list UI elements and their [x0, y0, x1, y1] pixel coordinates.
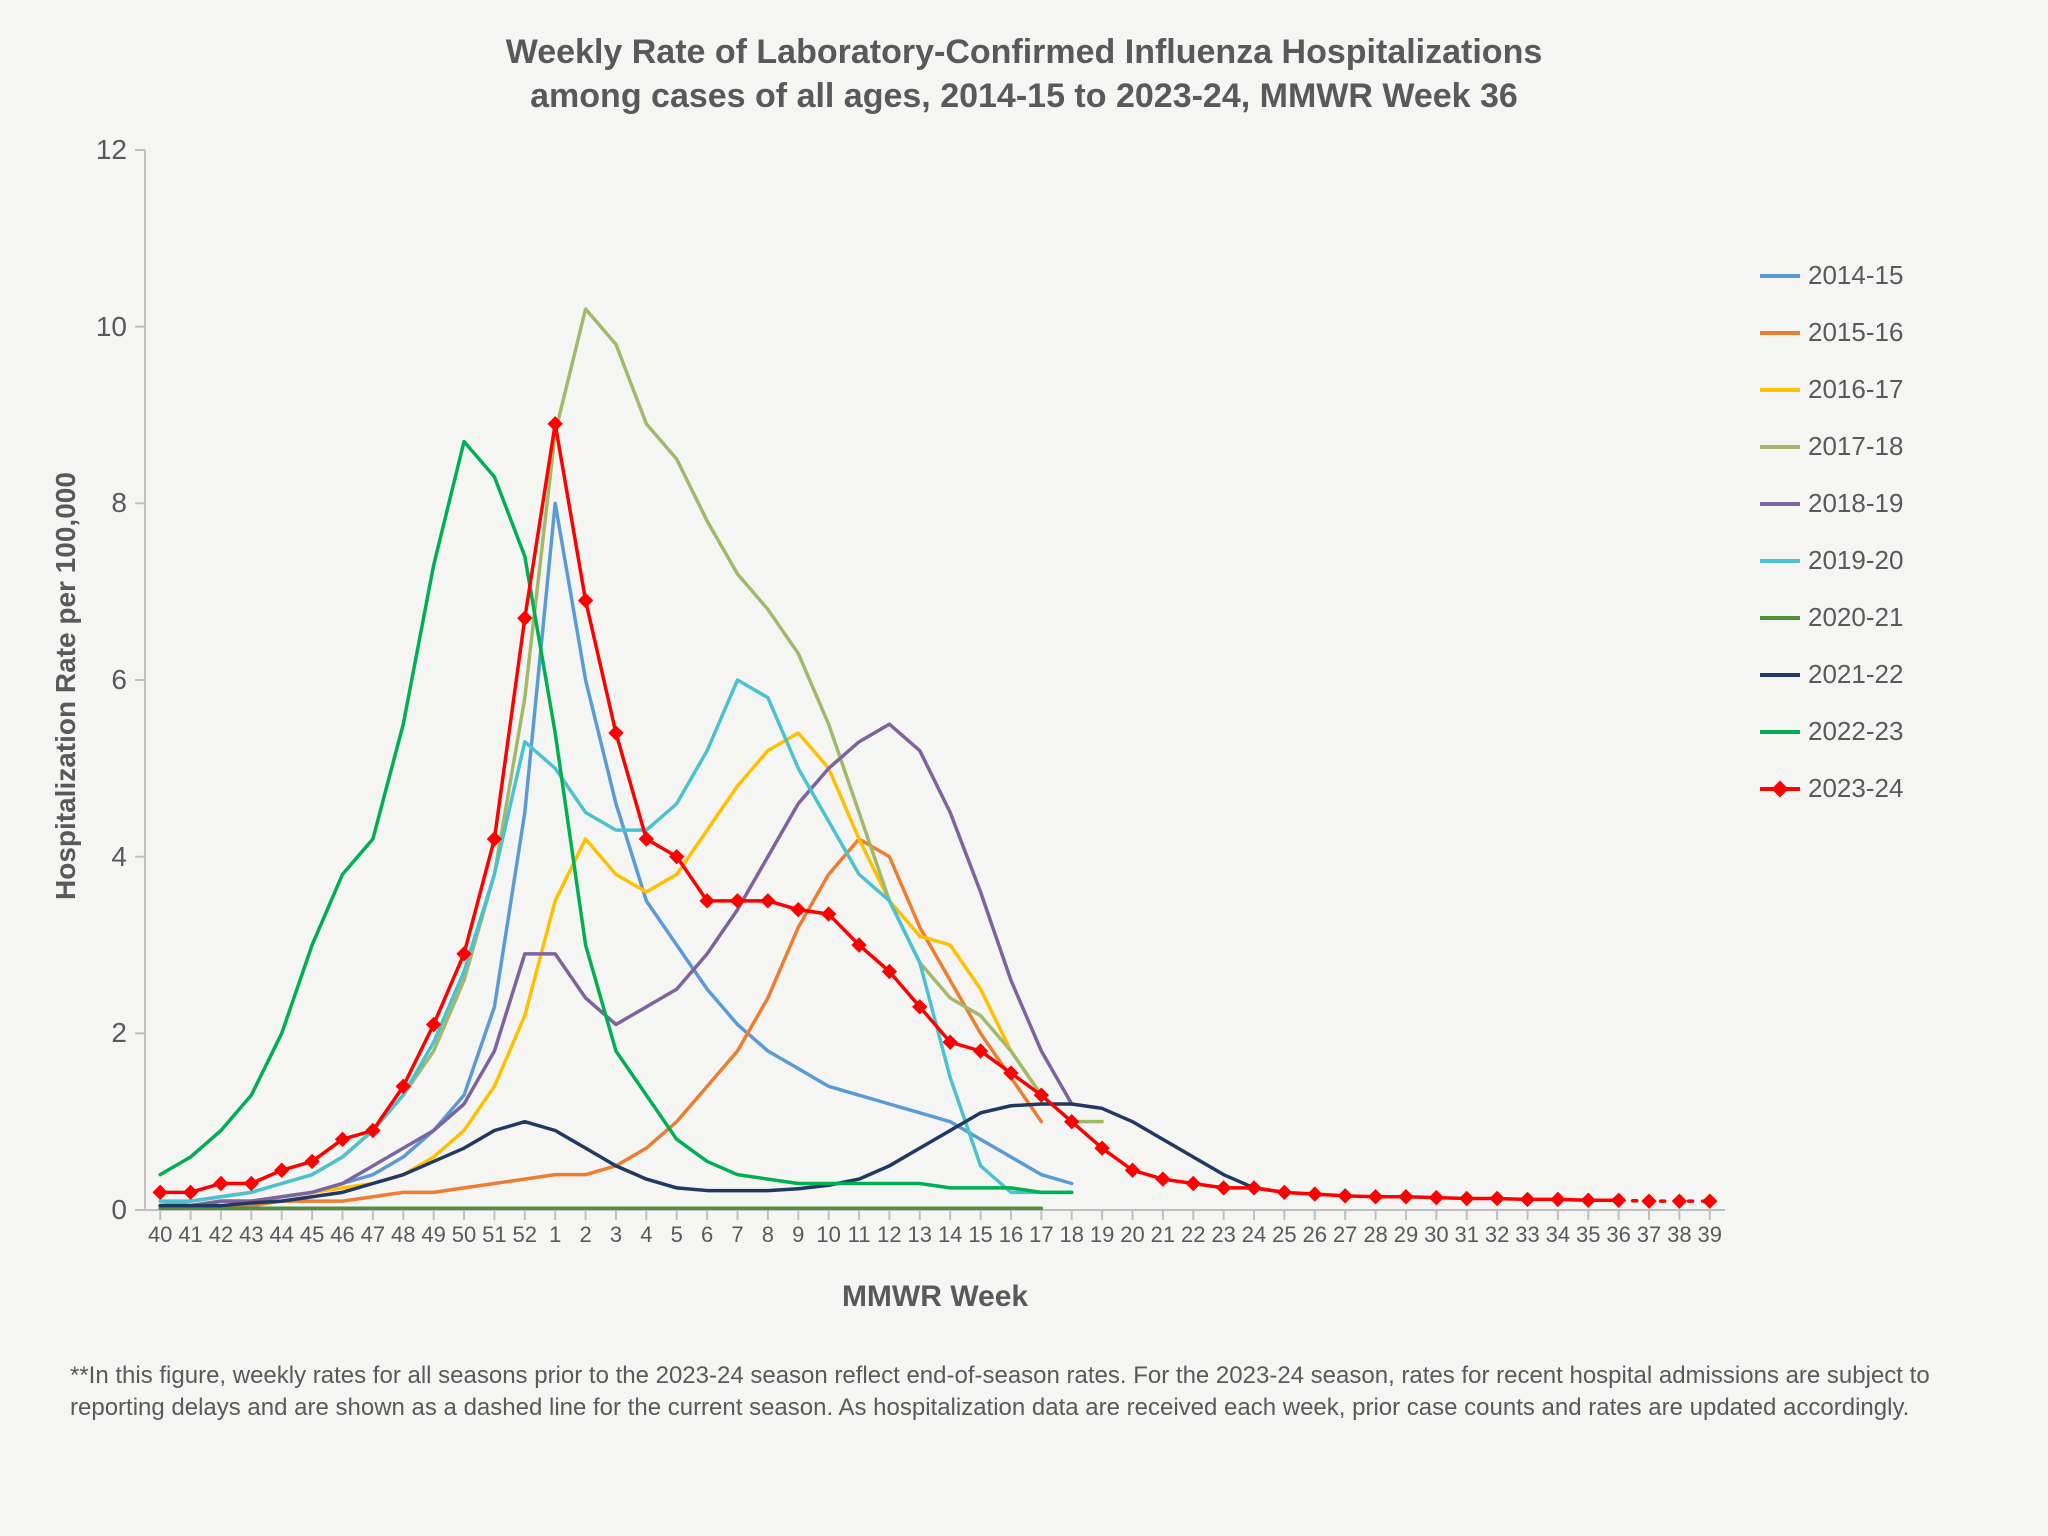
x-axis-label: MMWR Week: [0, 1280, 1870, 1314]
legend-item: 2016-17: [1760, 374, 1903, 405]
legend-item: 2017-18: [1760, 431, 1903, 462]
y-tick-label: 2: [67, 1017, 127, 1049]
x-tick-label: 18: [1055, 1222, 1089, 1248]
legend-swatch: [1760, 559, 1800, 563]
x-tick-label: 41: [174, 1222, 208, 1248]
legend-swatch: [1760, 388, 1800, 392]
legend-item: 2019-20: [1760, 545, 1903, 576]
legend-label: 2014-15: [1808, 260, 1903, 291]
x-tick-label: 23: [1207, 1222, 1241, 1248]
x-tick-label: 7: [721, 1222, 755, 1248]
x-tick-label: 51: [477, 1222, 511, 1248]
x-tick-label: 16: [994, 1222, 1028, 1248]
x-tick-label: 48: [386, 1222, 420, 1248]
legend-item: 2020-21: [1760, 602, 1903, 633]
legend-label: 2020-21: [1808, 602, 1903, 633]
legend-swatch: [1760, 673, 1800, 677]
x-tick-label: 45: [295, 1222, 329, 1248]
legend-label: 2022-23: [1808, 716, 1903, 747]
legend-swatch: [1760, 730, 1800, 734]
legend-label: 2015-16: [1808, 317, 1903, 348]
x-tick-label: 1: [538, 1222, 572, 1248]
x-tick-label: 12: [872, 1222, 906, 1248]
x-tick-label: 43: [234, 1222, 268, 1248]
legend-item: 2015-16: [1760, 317, 1903, 348]
x-tick-label: 50: [447, 1222, 481, 1248]
x-tick-label: 25: [1267, 1222, 1301, 1248]
x-tick-label: 14: [933, 1222, 967, 1248]
legend-swatch: [1760, 274, 1800, 278]
legend-swatch: [1760, 331, 1800, 335]
x-tick-label: 6: [690, 1222, 724, 1248]
legend-swatch: [1760, 616, 1800, 620]
x-tick-label: 44: [265, 1222, 299, 1248]
y-tick-label: 10: [67, 311, 127, 343]
x-tick-label: 40: [143, 1222, 177, 1248]
x-tick-label: 2: [569, 1222, 603, 1248]
x-tick-label: 29: [1389, 1222, 1423, 1248]
legend-swatch: [1760, 502, 1800, 506]
x-tick-label: 33: [1511, 1222, 1545, 1248]
legend-swatch: [1760, 787, 1800, 791]
legend-item: 2014-15: [1760, 260, 1903, 291]
x-tick-label: 27: [1328, 1222, 1362, 1248]
x-tick-label: 38: [1662, 1222, 1696, 1248]
legend-item: 2022-23: [1760, 716, 1903, 747]
x-tick-label: 52: [508, 1222, 542, 1248]
y-tick-label: 12: [67, 134, 127, 166]
x-tick-label: 24: [1237, 1222, 1271, 1248]
x-tick-label: 4: [629, 1222, 663, 1248]
legend-label: 2018-19: [1808, 488, 1903, 519]
legend-label: 2023-24: [1808, 773, 1903, 804]
x-tick-label: 49: [417, 1222, 451, 1248]
x-tick-label: 30: [1419, 1222, 1453, 1248]
x-tick-label: 46: [326, 1222, 360, 1248]
x-tick-label: 37: [1632, 1222, 1666, 1248]
legend-label: 2017-18: [1808, 431, 1903, 462]
x-tick-label: 13: [903, 1222, 937, 1248]
x-tick-label: 20: [1116, 1222, 1150, 1248]
x-tick-label: 22: [1176, 1222, 1210, 1248]
x-tick-label: 8: [751, 1222, 785, 1248]
x-tick-label: 36: [1602, 1222, 1636, 1248]
x-tick-label: 39: [1693, 1222, 1727, 1248]
chart-container: Weekly Rate of Laboratory-Confirmed Infl…: [0, 0, 2048, 1536]
y-axis-label: Hospitalization Rate per 100,000: [50, 472, 82, 900]
legend-label: 2019-20: [1808, 545, 1903, 576]
footnote: **In this figure, weekly rates for all s…: [70, 1360, 1970, 1425]
x-tick-label: 5: [660, 1222, 694, 1248]
x-tick-label: 34: [1541, 1222, 1575, 1248]
x-tick-label: 3: [599, 1222, 633, 1248]
legend-swatch: [1760, 445, 1800, 449]
x-tick-label: 11: [842, 1222, 876, 1248]
x-tick-label: 28: [1359, 1222, 1393, 1248]
x-tick-label: 31: [1450, 1222, 1484, 1248]
x-tick-label: 47: [356, 1222, 390, 1248]
x-tick-label: 10: [812, 1222, 846, 1248]
x-tick-label: 19: [1085, 1222, 1119, 1248]
y-tick-label: 0: [67, 1194, 127, 1226]
legend-label: 2016-17: [1808, 374, 1903, 405]
x-tick-label: 26: [1298, 1222, 1332, 1248]
legend: 2014-15 2015-16 2016-17 2017-18 2018-19 2019-…: [1760, 260, 1903, 830]
legend-label: 2021-22: [1808, 659, 1903, 690]
x-tick-label: 15: [964, 1222, 998, 1248]
x-tick-label: 35: [1571, 1222, 1605, 1248]
legend-item: 2018-19: [1760, 488, 1903, 519]
x-tick-label: 17: [1024, 1222, 1058, 1248]
legend-item: 2023-24: [1760, 773, 1903, 804]
legend-item: 2021-22: [1760, 659, 1903, 690]
x-tick-label: 32: [1480, 1222, 1514, 1248]
x-tick-label: 21: [1146, 1222, 1180, 1248]
x-tick-label: 9: [781, 1222, 815, 1248]
x-tick-label: 42: [204, 1222, 238, 1248]
